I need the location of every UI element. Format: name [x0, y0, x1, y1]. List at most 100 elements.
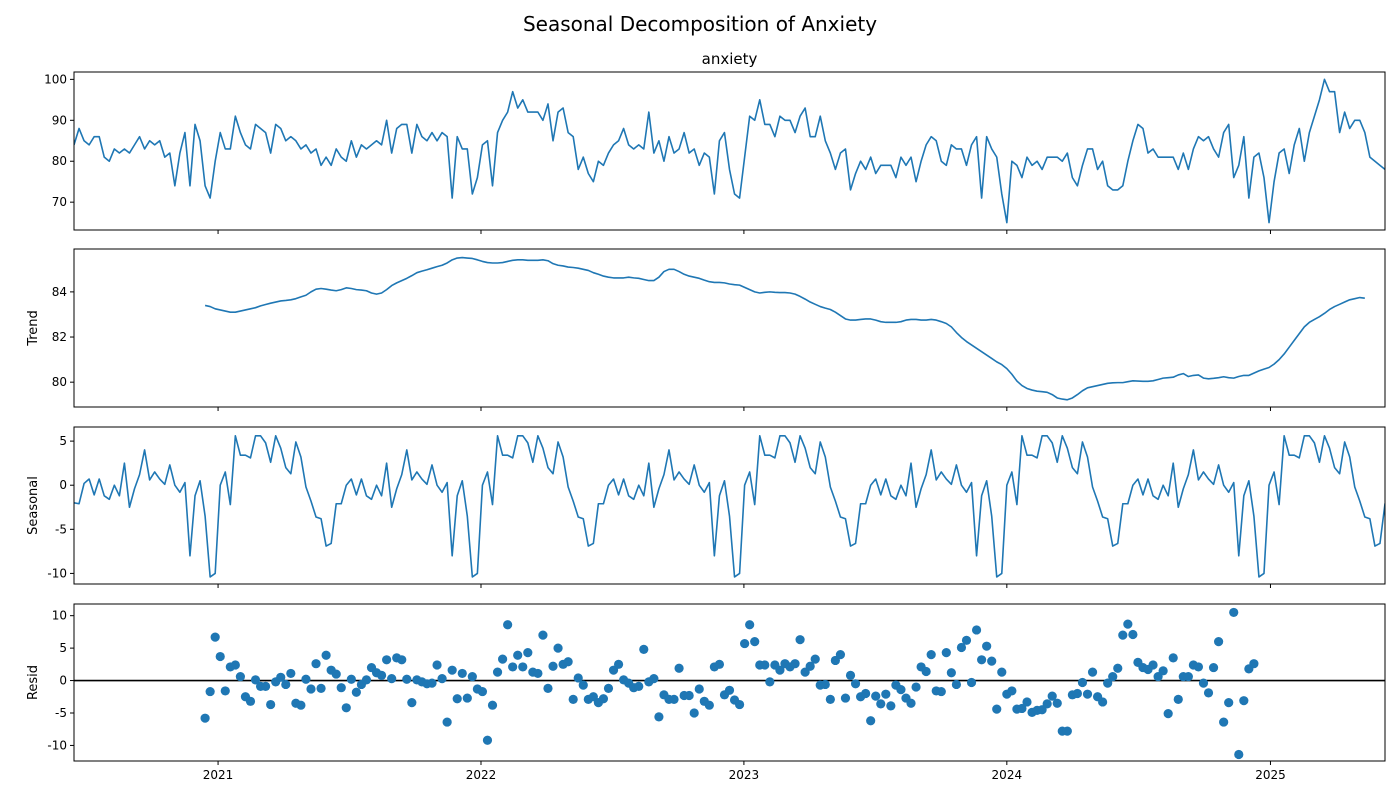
resid-point: [296, 700, 306, 710]
resid-point: [992, 704, 1002, 714]
resid-point: [407, 698, 417, 708]
resid-point: [437, 674, 447, 684]
resid-point: [543, 683, 553, 693]
resid-point: [548, 661, 558, 671]
resid-point: [750, 637, 760, 647]
resid-point: [1118, 630, 1128, 640]
resid-point: [1082, 689, 1093, 699]
resid-point: [382, 655, 392, 665]
resid-point: [1103, 678, 1113, 688]
resid-point: [714, 659, 725, 669]
resid-point: [689, 708, 699, 718]
axes-frame-observed: [73, 71, 1386, 231]
y-tick-resid: 5: [59, 641, 74, 655]
x-tick-resid: 2023: [729, 761, 759, 782]
resid-point: [245, 696, 256, 706]
resid-point: [276, 672, 286, 682]
resid-point: [1052, 698, 1062, 708]
resid-point: [613, 659, 624, 669]
resid-point: [1239, 696, 1249, 706]
resid-point: [331, 669, 341, 679]
resid-point: [346, 674, 356, 684]
resid-point: [397, 655, 407, 665]
resid-point: [230, 660, 240, 670]
resid-point: [1234, 749, 1244, 760]
x-tick-resid: 2022: [466, 761, 496, 782]
plot-area-trend: [204, 256, 1365, 401]
resid-point: [220, 686, 230, 696]
resid-point: [1158, 666, 1168, 676]
resid-point: [1193, 662, 1204, 672]
resid-point: [568, 694, 578, 704]
y-tick-label: 10: [52, 609, 67, 623]
resid-point: [845, 670, 856, 680]
resid-point: [301, 674, 311, 684]
resid-point: [452, 694, 462, 704]
y-tick-label: -5: [55, 706, 67, 720]
resid-point: [533, 668, 543, 679]
y-axis-label-resid: Resid: [26, 665, 41, 700]
resid-point: [508, 662, 518, 672]
plot-area-observed: [74, 78, 1385, 224]
figure-title: Seasonal Decomposition of Anxiety: [523, 12, 877, 36]
resid-point: [639, 644, 649, 655]
resid-point: [987, 656, 997, 666]
resid-point: [840, 693, 851, 703]
resid-point: [457, 668, 467, 679]
resid-point: [946, 668, 956, 678]
resid-point: [341, 703, 351, 713]
y-tick-label: 90: [52, 113, 67, 127]
y-tick-label: 84: [52, 285, 67, 299]
resid-point: [977, 655, 987, 665]
resid-point: [740, 638, 750, 649]
y-tick-seasonal: -5: [55, 522, 74, 536]
resid-point: [795, 635, 805, 645]
resid-point: [467, 672, 477, 682]
y-tick-resid: -10: [47, 738, 74, 752]
resid-point: [553, 643, 563, 653]
resid-point: [765, 677, 775, 687]
resid-point: [1108, 672, 1118, 682]
resid-point: [951, 679, 962, 690]
resid-point: [447, 665, 457, 675]
resid-point: [956, 642, 967, 653]
axes-frame-resid: [73, 603, 1386, 762]
resid-point: [775, 665, 785, 675]
resid-point: [926, 650, 936, 660]
plot-area-seasonal: [74, 435, 1385, 578]
y-tick-seasonal: -10: [47, 566, 74, 580]
resid-point: [921, 666, 931, 677]
resid-point: [866, 716, 876, 726]
resid-point: [1208, 662, 1219, 673]
resid-point: [306, 684, 316, 694]
resid-point: [210, 632, 220, 642]
resid-point: [886, 701, 896, 711]
resid-point: [1168, 653, 1178, 663]
resid-point: [805, 661, 815, 671]
resid-point: [760, 660, 770, 670]
y-tick-label: 70: [52, 195, 67, 209]
y-tick-observed: 80: [52, 154, 74, 168]
y-tick-resid: 0: [59, 674, 74, 688]
resid-point: [850, 679, 861, 689]
resid-point: [361, 675, 372, 685]
y-tick-resid: 10: [52, 609, 74, 623]
series-line-trend: [204, 256, 1365, 401]
y-tick-trend: 84: [52, 285, 74, 299]
resid-point: [1128, 629, 1138, 640]
resid-point: [1047, 691, 1057, 701]
resid-point: [351, 687, 361, 697]
resid-point: [1022, 697, 1032, 707]
axes-frame-seasonal: [73, 426, 1386, 585]
resid-point: [871, 691, 881, 701]
resid-point: [1123, 619, 1133, 629]
resid-point: [1203, 688, 1214, 698]
y-tick-label: 5: [59, 641, 67, 655]
y-tick-observed: 100: [44, 72, 74, 86]
resid-point: [1163, 709, 1173, 719]
resid-point: [1183, 672, 1193, 682]
resid-point: [250, 675, 261, 685]
resid-point: [266, 699, 276, 710]
resid-point: [311, 659, 321, 669]
